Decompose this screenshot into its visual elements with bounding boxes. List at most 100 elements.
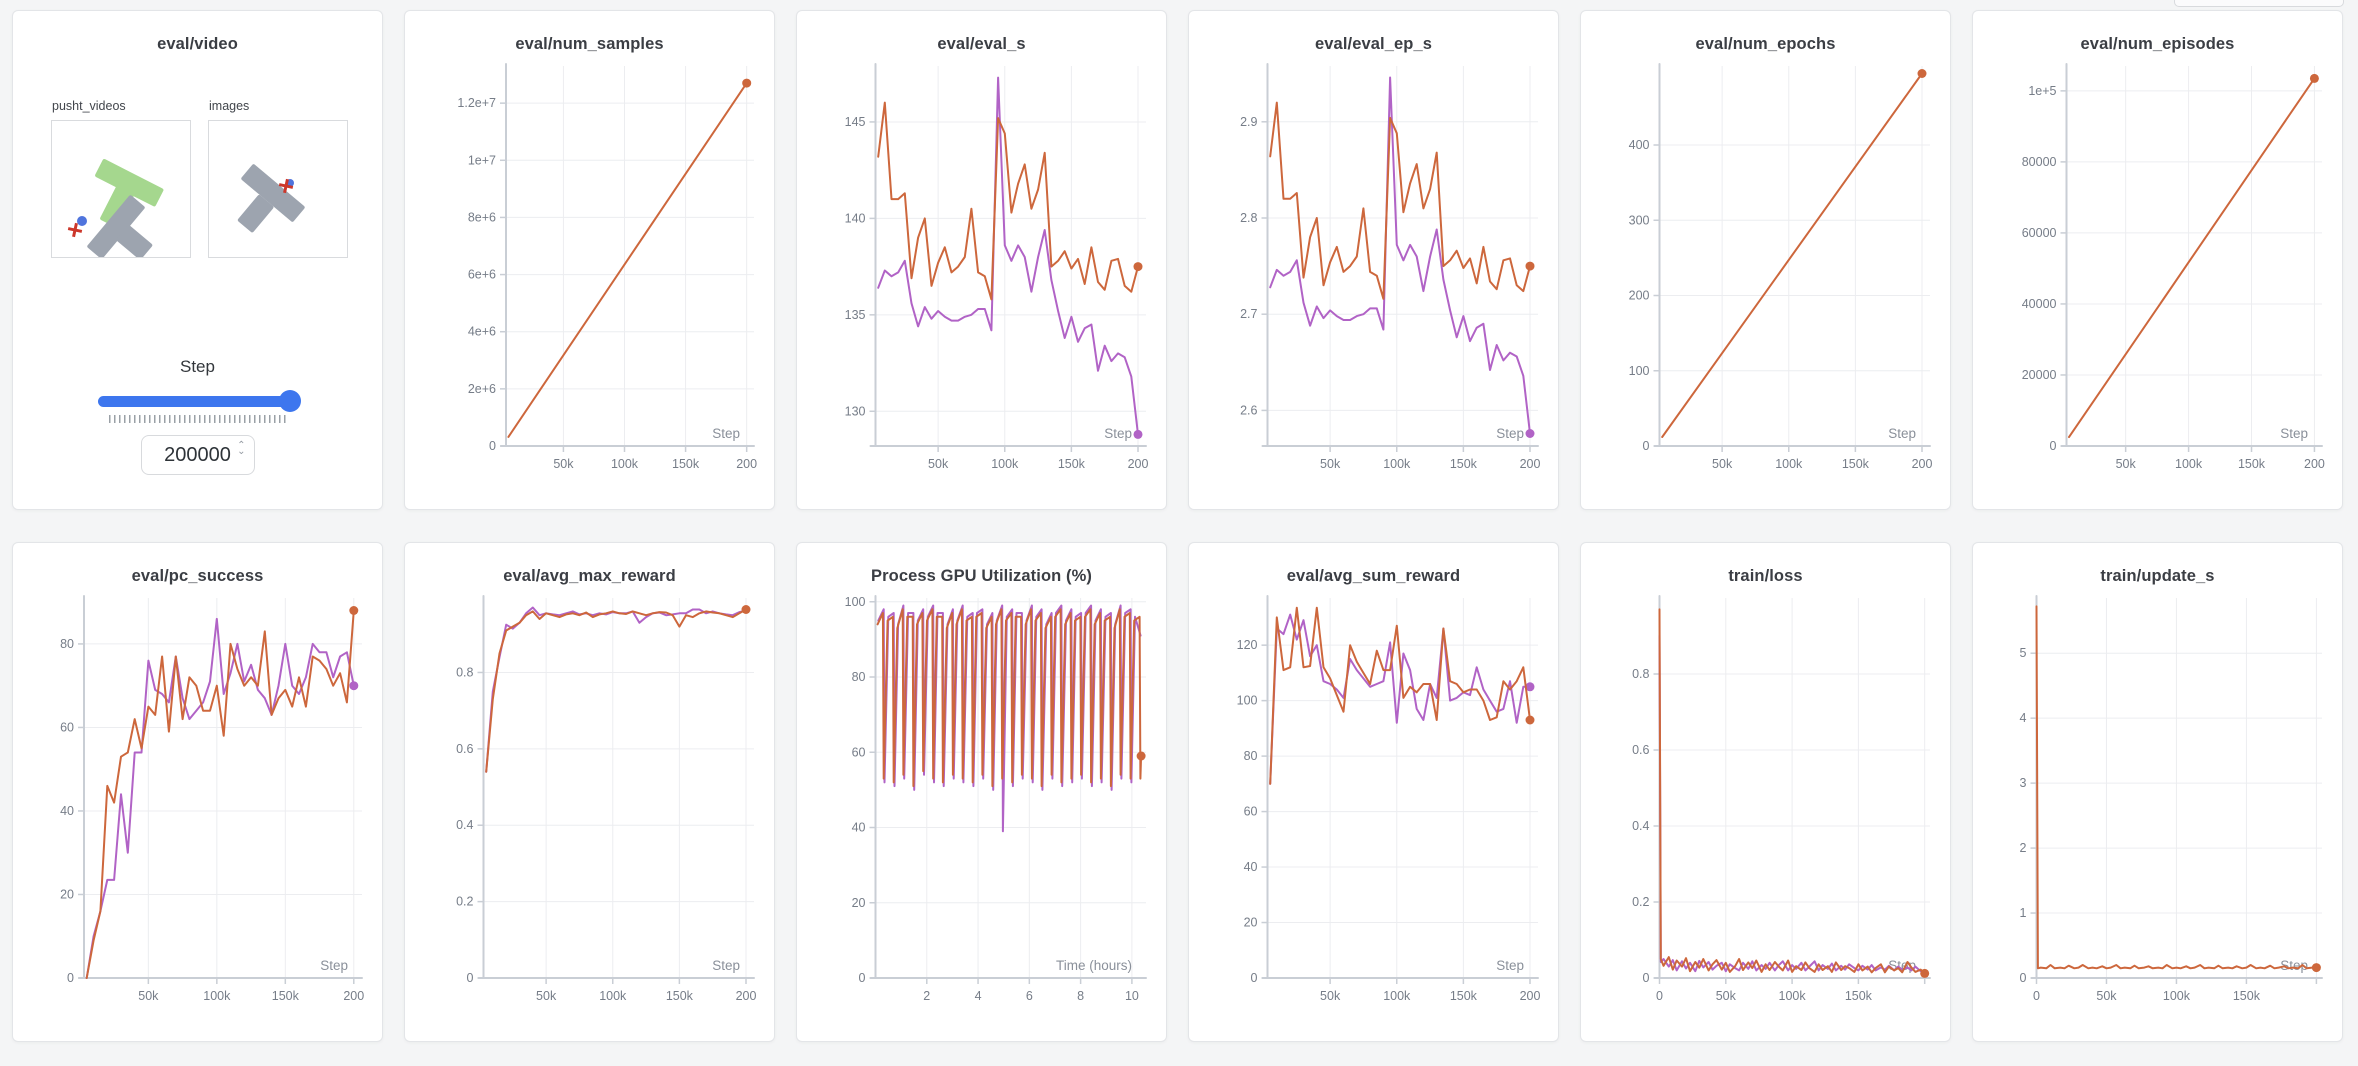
svg-text:Step: Step [1496,958,1524,973]
chart-title: eval/avg_max_reward [503,567,676,585]
chart-panel[interactable]: train/update_s 0 50k 100k 150k 0 1 2 3 4 5 Step [1972,542,2343,1042]
svg-text:0: 0 [67,971,74,985]
svg-text:80000: 80000 [2022,155,2057,169]
step-value-input[interactable]: 200000 ⌃ ⌄ [140,435,255,475]
svg-text:200: 200 [2304,457,2325,471]
slider-tick-ruler [108,415,287,423]
decrement-icon[interactable]: ⌄ [237,446,246,457]
svg-text:100k: 100k [1775,457,1803,471]
svg-text:100: 100 [1237,694,1258,708]
chart-panel[interactable]: eval/avg_sum_reward 50k 100k 150k 200 0 20 40 6… [1188,542,1559,1042]
svg-text:10: 10 [1125,989,1139,1003]
svg-text:0: 0 [467,971,474,985]
svg-text:200: 200 [1912,457,1933,471]
svg-text:100k: 100k [1779,989,1807,1003]
svg-text:100k: 100k [611,457,639,471]
svg-text:150k: 150k [1845,989,1873,1003]
svg-text:3: 3 [2020,776,2027,790]
gray-tee-icon [87,195,153,257]
line-chart[interactable]: 50k 100k 150k 200 0 20 40 60 80 Step [24,590,371,1014]
svg-text:100k: 100k [203,989,231,1003]
svg-text:50k: 50k [1320,989,1341,1003]
chart-panel[interactable]: eval/num_episodes 50k 100k 150k 200 0 20000 40… [1972,10,2343,510]
svg-text:60: 60 [1244,805,1258,819]
line-chart[interactable]: 50k 100k 150k 200 130 135 140 145 Step [808,58,1155,482]
chart-title: eval/avg_sum_reward [1286,567,1461,585]
pusht-video-frame[interactable] [51,120,191,258]
slider-track[interactable] [97,396,298,407]
svg-text:150k: 150k [2233,989,2261,1003]
slider-thumb[interactable] [278,390,301,412]
line-chart[interactable]: 50k 100k 150k 200 0 100 200 300 400 Step [1592,58,1939,482]
step-slider-label: Step [180,357,215,376]
svg-text:100: 100 [845,595,866,609]
svg-text:2.7: 2.7 [1240,307,1257,321]
step-slider[interactable] [97,390,301,412]
svg-text:150k: 150k [1450,457,1478,471]
svg-text:2e+6: 2e+6 [468,382,496,396]
increment-icon[interactable]: ⌃ [237,440,246,451]
agent-dot-icon [77,216,87,226]
svg-text:1.2e+7: 1.2e+7 [457,96,496,110]
chart-panel[interactable]: eval/pc_success 50k 100k 150k 200 0 20 40 60 80 S… [12,542,383,1042]
video-thumbnail-images[interactable]: images [208,99,348,258]
svg-text:0.8: 0.8 [1632,667,1649,681]
svg-text:Step: Step [712,426,740,441]
svg-text:Step: Step [1888,426,1916,441]
thumbnail-caption: pusht_videos [52,99,126,113]
panel-edge-sliver [2174,0,2344,7]
svg-text:20: 20 [60,887,74,901]
svg-text:Step: Step [2280,958,2308,973]
svg-text:20000: 20000 [2022,368,2057,382]
svg-text:Time (hours): Time (hours) [1056,958,1132,973]
chart-title: train/loss [1728,567,1803,585]
video-thumbnail-pusht[interactable]: pusht_videos [51,99,191,258]
svg-text:0: 0 [2033,989,2040,1003]
line-chart[interactable]: 50k 100k 150k 200 0 2e+6 4e+6 6e+6 8e+6 1e+7 1.2e+… [416,58,763,482]
svg-text:0: 0 [2020,971,2027,985]
svg-text:100k: 100k [1383,457,1411,471]
svg-text:60: 60 [60,720,74,734]
chart-panel[interactable]: eval/eval_s 50k 100k 150k 200 130 135 140 145 St… [796,10,1167,510]
svg-text:100k: 100k [1383,989,1411,1003]
chart-panel[interactable]: Process GPU Utilization (%) 2 4 6 8 10 0 20 40 6… [796,542,1167,1042]
images-frame[interactable] [208,120,348,258]
svg-text:200: 200 [1520,989,1541,1003]
chart-panel[interactable]: eval/eval_ep_s 50k 100k 150k 200 2.6 2.7 2.8 2.… [1188,10,1559,510]
svg-text:50k: 50k [1716,989,1737,1003]
svg-text:60: 60 [852,745,866,759]
svg-text:1e+5: 1e+5 [2028,84,2056,98]
line-chart[interactable]: 50k 100k 150k 200 0 20000 40000 60000 80000 1e+5 S… [1984,58,2331,482]
svg-text:2.8: 2.8 [1240,211,1257,225]
svg-text:200: 200 [736,989,757,1003]
chart-panel[interactable]: eval/num_epochs 50k 100k 150k 200 0 100 200 300… [1580,10,1951,510]
line-chart[interactable]: 50k 100k 150k 200 0 20 40 60 80 100 120 Step [1200,590,1547,1014]
chart-panel[interactable]: eval/num_samples 50k 100k 150k 200 0 2e+6 4e+6… [404,10,775,510]
svg-text:80: 80 [60,637,74,651]
svg-text:Step: Step [712,958,740,973]
svg-text:80: 80 [1244,749,1258,763]
panel-eval-video[interactable]: eval/video pusht_videos [12,10,383,510]
svg-text:50k: 50k [553,457,574,471]
step-control: Step 200000 ⌃ ⌄ [13,357,382,475]
svg-text:1e+7: 1e+7 [468,153,496,167]
line-chart[interactable]: 0 50k 100k 150k 0 1 2 3 4 5 Step [1984,590,2331,1014]
svg-text:2.6: 2.6 [1240,403,1257,417]
svg-text:100k: 100k [2163,989,2191,1003]
chart-panel[interactable]: eval/avg_max_reward 50k 100k 150k 200 0 0.2 0.… [404,542,775,1042]
svg-text:0.4: 0.4 [1632,819,1649,833]
chart-panel[interactable]: train/loss 0 50k 100k 150k 0 0.2 0.4 0.6 0.8 Step [1580,542,1951,1042]
line-chart[interactable]: 50k 100k 150k 200 0 0.2 0.4 0.6 0.8 Step [416,590,763,1014]
stepper-arrows[interactable]: ⌃ ⌄ [237,440,246,457]
line-chart[interactable]: 50k 100k 150k 200 2.6 2.7 2.8 2.9 Step [1200,58,1547,482]
svg-text:2: 2 [2020,841,2027,855]
step-value: 200000 [164,443,231,466]
target-cross-icon [278,178,294,194]
svg-text:140: 140 [845,211,866,225]
thumbnail-caption: images [209,99,250,113]
svg-text:60000: 60000 [2022,226,2057,240]
svg-text:2.9: 2.9 [1240,115,1257,129]
